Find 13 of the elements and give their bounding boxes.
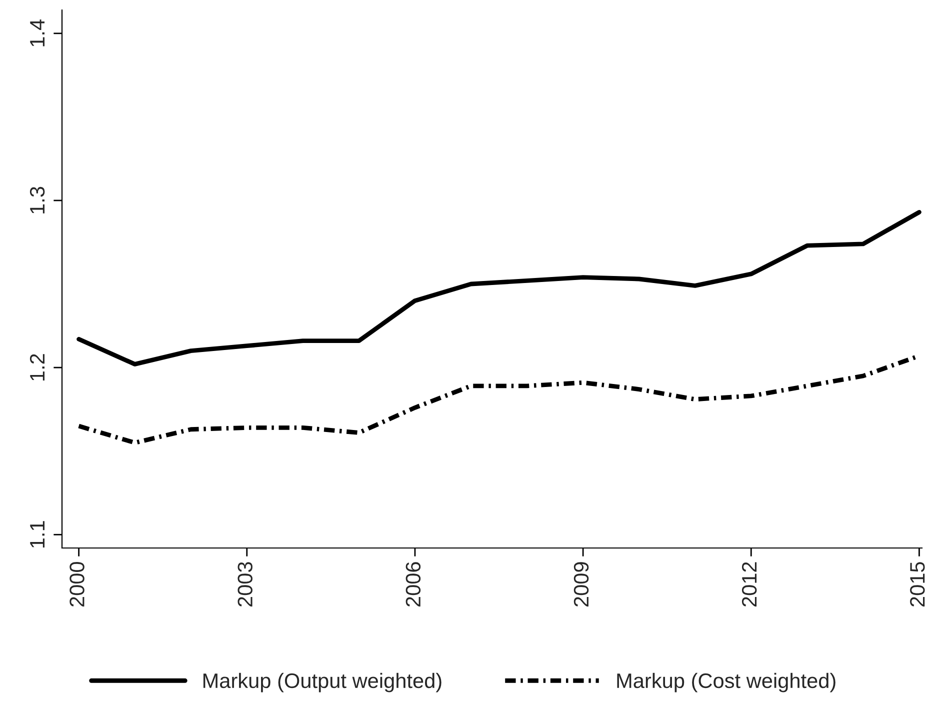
legend-label: Markup (Output weighted) [203,672,442,692]
y-tick-label: 1.4 [30,20,44,46]
x-tick-label: 2012 [742,562,757,606]
x-tick-label: 2003 [238,562,252,606]
y-tick-label: 1.2 [30,354,44,380]
x-tick-label: 2015 [910,562,925,606]
y-tick-label: 1.3 [30,186,45,214]
x-tick-label: 2009 [574,562,589,606]
line-series [76,210,922,366]
x-tick-label: 2006 [406,562,421,606]
y-tick-label: 1.1 [30,521,44,548]
x-tick-label: 2000 [70,562,84,606]
legend-label: Markup (Cost weighted) [617,672,836,692]
